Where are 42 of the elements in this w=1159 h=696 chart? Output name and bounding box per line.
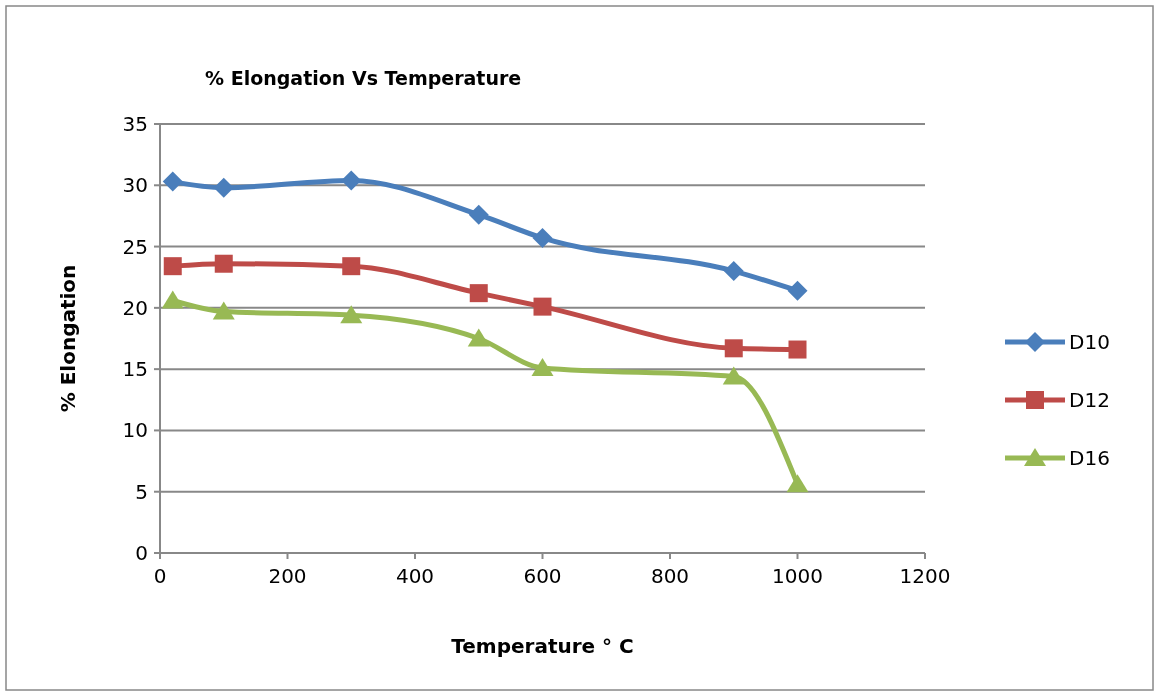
point xyxy=(212,301,235,320)
point xyxy=(724,339,743,358)
point xyxy=(163,257,182,276)
legend-label: D12 xyxy=(1069,388,1110,412)
point xyxy=(214,254,233,273)
point xyxy=(788,340,807,359)
point xyxy=(468,204,489,225)
point xyxy=(341,170,362,191)
point xyxy=(722,366,745,385)
x-tick-label: 1200 xyxy=(899,564,951,588)
chart-title: % Elongation Vs Temperature xyxy=(205,67,522,89)
y-tick-label: 5 xyxy=(135,479,148,504)
y-tick-label: 30 xyxy=(122,173,148,198)
x-axis-title: Temperature ° C xyxy=(451,634,634,658)
x-tick-label: 800 xyxy=(650,564,690,588)
point xyxy=(787,280,808,301)
point xyxy=(340,305,363,324)
legend-label: D10 xyxy=(1069,330,1110,354)
point xyxy=(723,261,744,282)
legend-label: D16 xyxy=(1069,446,1110,470)
y-tick-label: 25 xyxy=(122,234,148,259)
point xyxy=(213,177,234,198)
y-tick-label: 0 xyxy=(135,541,148,565)
y-axis-title: % Elongation xyxy=(56,264,80,413)
point xyxy=(786,474,809,493)
y-tick-label: 35 xyxy=(122,112,148,136)
y-tick-label: 20 xyxy=(122,295,148,320)
x-tick-label: 200 xyxy=(268,564,307,588)
point xyxy=(342,257,361,276)
x-tick-label: 0 xyxy=(153,564,167,588)
point xyxy=(533,297,552,316)
point xyxy=(532,227,553,248)
point xyxy=(162,171,183,192)
y-tick-label: 10 xyxy=(122,418,148,443)
x-tick-label: 1000 xyxy=(772,564,823,588)
point xyxy=(161,290,184,309)
point xyxy=(531,357,554,376)
point xyxy=(467,328,490,347)
y-tick-label: 15 xyxy=(122,357,148,382)
x-tick-label: 400 xyxy=(395,564,435,588)
x-tick-label: 600 xyxy=(523,564,562,588)
point xyxy=(469,284,488,303)
